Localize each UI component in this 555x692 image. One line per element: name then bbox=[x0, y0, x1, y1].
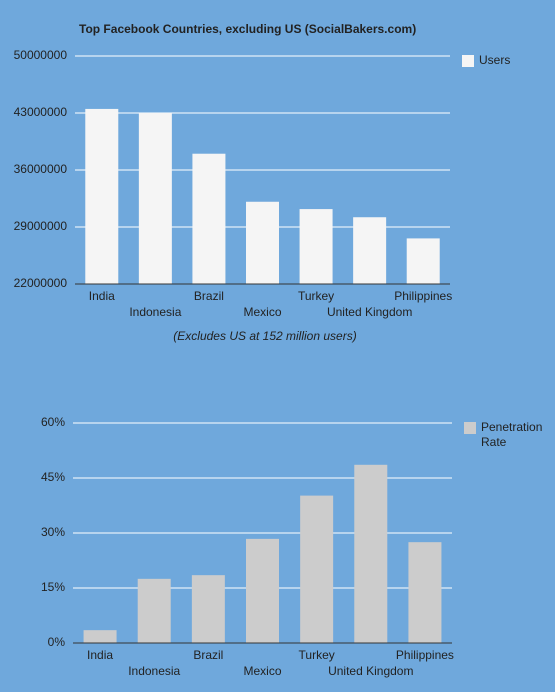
y-tick-label: 15% bbox=[41, 580, 65, 594]
bar bbox=[137, 578, 171, 643]
bar bbox=[138, 113, 172, 284]
bar bbox=[408, 542, 442, 643]
x-tick-label: India bbox=[87, 648, 113, 662]
y-tick-label: 50000000 bbox=[14, 48, 68, 62]
y-tick-label: 0% bbox=[48, 635, 66, 649]
x-tick-label: Turkey bbox=[298, 289, 334, 303]
y-tick-label: 22000000 bbox=[14, 276, 68, 290]
x-tick-label: India bbox=[89, 289, 115, 303]
legend-label: Penetration Rate bbox=[481, 420, 542, 449]
bar bbox=[83, 630, 117, 643]
y-tick-label: 30% bbox=[41, 525, 65, 539]
x-tick-label: United Kingdom bbox=[328, 664, 413, 678]
bar bbox=[299, 209, 333, 284]
y-tick-label: 36000000 bbox=[14, 162, 68, 176]
bar bbox=[354, 464, 388, 643]
bar bbox=[191, 575, 225, 643]
x-tick-label: Indonesia bbox=[128, 664, 180, 678]
x-tick-label: United Kingdom bbox=[327, 305, 412, 319]
y-tick-label: 45% bbox=[41, 470, 65, 484]
chart-title: Top Facebook Countries, excluding US (So… bbox=[79, 22, 416, 36]
bar bbox=[192, 153, 226, 284]
x-tick-label: Philippines bbox=[396, 648, 454, 662]
bar bbox=[300, 495, 334, 643]
y-tick-label: 60% bbox=[41, 415, 65, 429]
legend-label-line: Rate bbox=[481, 435, 507, 449]
x-tick-label: Turkey bbox=[299, 648, 335, 662]
y-tick-label: 29000000 bbox=[14, 219, 68, 233]
legend-swatch bbox=[462, 55, 474, 67]
x-tick-label: Mexico bbox=[243, 305, 281, 319]
bar bbox=[246, 201, 279, 284]
legend-label: Users bbox=[479, 53, 510, 67]
x-tick-label: Philippines bbox=[394, 289, 452, 303]
bar bbox=[85, 108, 119, 284]
x-tick-label: Mexico bbox=[243, 664, 281, 678]
legend-swatch bbox=[464, 422, 476, 434]
x-tick-label: Brazil bbox=[194, 289, 224, 303]
legend-label-line: Penetration bbox=[481, 420, 542, 434]
x-tick-label: Brazil bbox=[193, 648, 223, 662]
annotation: (Excludes US at 152 million users) bbox=[173, 329, 356, 343]
y-tick-label: 43000000 bbox=[14, 105, 68, 119]
bar bbox=[353, 217, 387, 284]
bar bbox=[246, 538, 279, 643]
x-tick-label: Indonesia bbox=[129, 305, 181, 319]
bar bbox=[406, 238, 440, 284]
